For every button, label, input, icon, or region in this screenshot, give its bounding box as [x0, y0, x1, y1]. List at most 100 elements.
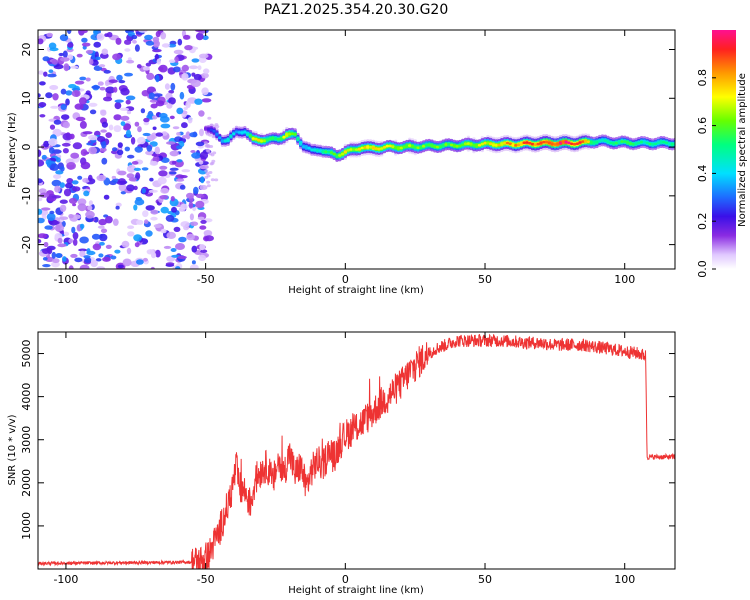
- spectrogram-cell: [662, 140, 666, 144]
- noise-blob: [126, 164, 137, 173]
- spectrogram-cell: [477, 143, 482, 147]
- noise-blob: [50, 105, 59, 109]
- noise-blob: [197, 65, 202, 71]
- x-tick-label: -50: [197, 273, 215, 286]
- noise-blob: [100, 109, 107, 116]
- spectrogram-cell: [603, 139, 607, 142]
- spectrogram-cell: [480, 142, 484, 146]
- spectrogram-cell: [489, 142, 493, 145]
- snr-plot-area: [38, 332, 675, 569]
- noise-blob: [183, 225, 190, 231]
- noise-blob: [70, 65, 79, 69]
- spectrogram-cell: [371, 146, 376, 150]
- noise-blob: [59, 199, 68, 204]
- spectrogram-cell: [648, 142, 652, 146]
- noise-blob: [190, 221, 199, 227]
- noise-blob: [41, 154, 47, 160]
- noise-blob: [146, 145, 153, 152]
- spectrogram-cell: [656, 141, 660, 145]
- noise-blob: [210, 178, 215, 182]
- spectrogram-cell: [394, 146, 398, 149]
- noise-blob: [86, 142, 94, 146]
- spectrogram-cell: [639, 140, 644, 144]
- noise-blob: [38, 93, 41, 98]
- noise-blob: [55, 253, 63, 258]
- spectrogram-cell: [449, 143, 454, 147]
- spectrogram-cell: [349, 148, 353, 151]
- noise-blob: [96, 136, 106, 142]
- noise-blob: [49, 85, 59, 90]
- spectrogram-cell: [391, 145, 395, 148]
- noise-blob: [68, 84, 77, 89]
- noise-blob: [61, 142, 71, 147]
- noise-blob: [207, 116, 212, 120]
- noise-blob: [57, 243, 67, 248]
- noise-blob: [105, 132, 112, 139]
- noise-blob: [179, 91, 185, 100]
- noise-blob: [101, 157, 108, 165]
- noise-blob: [68, 197, 78, 204]
- noise-blob: [126, 184, 135, 192]
- noise-blob: [82, 131, 93, 135]
- spectrogram-cell: [374, 147, 378, 150]
- spectrogram-cell: [651, 143, 655, 146]
- noise-blob: [83, 255, 91, 259]
- noise-blob: [51, 261, 60, 268]
- noise-blob: [142, 66, 150, 71]
- spectrogram-cell: [301, 145, 306, 148]
- noise-blob: [128, 177, 137, 182]
- spectrogram-cell: [539, 141, 543, 145]
- noise-blob: [168, 90, 175, 94]
- noise-blob: [198, 160, 204, 165]
- noise-blob: [167, 43, 177, 48]
- noise-blob: [77, 175, 83, 180]
- spectrogram-cell: [586, 140, 591, 143]
- noise-blob: [120, 121, 126, 126]
- noise-blob: [122, 258, 132, 267]
- noise-blob: [127, 154, 135, 159]
- spectrogram-cell: [444, 143, 448, 146]
- noise-blob: [114, 102, 122, 110]
- spectrogram-cell: [402, 145, 406, 149]
- spectrogram-cell: [240, 131, 244, 134]
- noise-blob: [200, 176, 205, 184]
- spectrogram-cell: [332, 152, 336, 156]
- spectrogram-cell: [628, 142, 633, 145]
- noise-blob: [53, 119, 62, 125]
- noise-blob: [116, 149, 124, 156]
- snr-x-label: Height of straight line (km): [288, 585, 424, 596]
- noise-blob: [136, 219, 144, 225]
- spectrogram-cell: [220, 139, 225, 143]
- noise-blob: [130, 137, 136, 145]
- noise-blob: [115, 37, 122, 45]
- noise-blob: [111, 175, 117, 180]
- noise-blob: [42, 248, 50, 255]
- noise-blob: [205, 172, 210, 175]
- spectrogram-cell: [310, 148, 314, 152]
- noise-blob: [125, 129, 132, 138]
- spectrogram-cell: [542, 140, 546, 144]
- spectrogram-cell: [343, 150, 348, 154]
- spectrogram-cell: [254, 137, 258, 141]
- noise-blob: [80, 149, 88, 156]
- noise-blob: [104, 80, 110, 87]
- noise-blob: [151, 153, 161, 157]
- spectrogram-cell: [243, 130, 247, 134]
- noise-blob: [99, 241, 105, 246]
- noise-blob: [103, 69, 111, 74]
- colorbar-tick-label: 0.4: [696, 165, 709, 183]
- noise-blob: [215, 125, 220, 129]
- noise-blob: [113, 114, 122, 121]
- noise-blob: [117, 264, 124, 269]
- spectrogram-cell: [483, 141, 487, 145]
- spectrogram-cell: [659, 140, 663, 144]
- noise-blob: [100, 129, 107, 133]
- noise-blob: [102, 256, 111, 262]
- noise-blob: [72, 232, 79, 240]
- noise-blob: [84, 257, 92, 264]
- y-tick-label: -10: [20, 187, 33, 205]
- noise-blob: [150, 103, 158, 109]
- noise-blob: [175, 266, 181, 269]
- spectrogram-cell: [625, 141, 630, 144]
- spectrogram-cell: [218, 136, 222, 139]
